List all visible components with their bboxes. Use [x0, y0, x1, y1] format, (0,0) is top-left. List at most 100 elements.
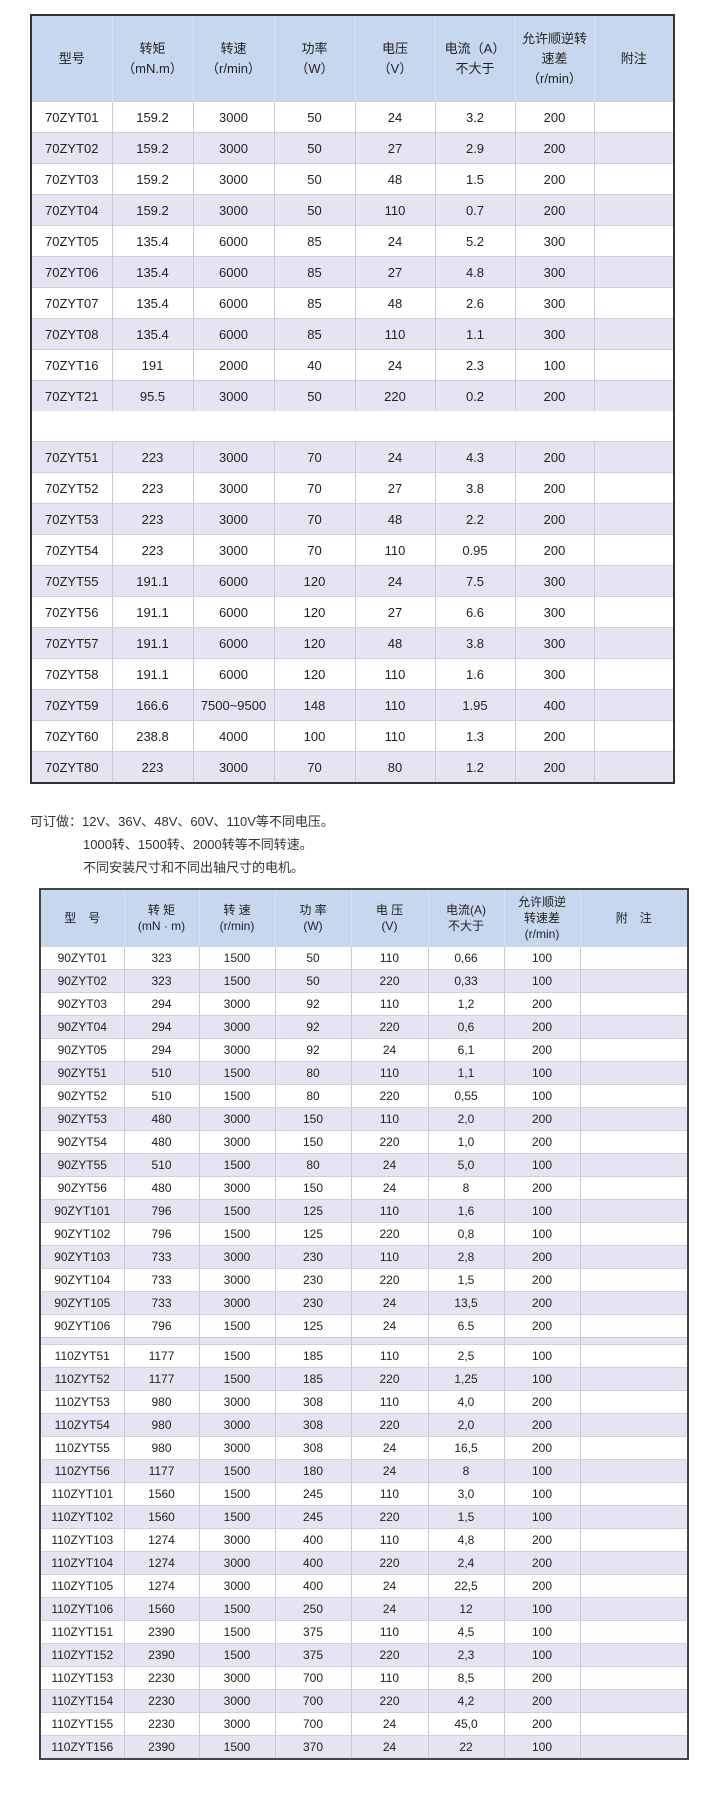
cell-remarks	[593, 194, 675, 226]
table-row: 110ZYT153 2230 3000 700 110 8,5 200	[39, 1666, 689, 1690]
cell-current: 4,5	[427, 1620, 505, 1644]
cell-current: 0.7	[434, 194, 516, 226]
cell-speed-difference: 200	[503, 1436, 581, 1460]
cell-model: 90ZYT03	[39, 992, 125, 1016]
cell-power: 125	[274, 1199, 352, 1223]
cell-model: 90ZYT102	[39, 1222, 125, 1246]
table-row: 110ZYT55 980 3000 308 24 16,5 200	[39, 1436, 689, 1460]
cell-voltage: 220	[350, 1015, 429, 1039]
cell-remarks	[579, 1061, 689, 1085]
cell-remarks	[579, 969, 689, 993]
cell-remarks	[593, 349, 675, 381]
cell-speed: 4000	[192, 720, 275, 752]
cell-torque: 733	[123, 1245, 200, 1269]
cell-power: 180	[274, 1459, 352, 1483]
cell-voltage: 110	[350, 1528, 429, 1552]
empty-cell	[350, 1337, 429, 1345]
cell-power: 400	[274, 1528, 352, 1552]
cell-speed-difference: 300	[514, 627, 595, 659]
cell-speed: 3000	[198, 1291, 276, 1315]
cell-power: 40	[273, 349, 356, 381]
cell-power: 50	[274, 969, 352, 993]
cell-voltage: 110	[350, 1344, 429, 1368]
cell-current: 4.3	[434, 441, 516, 473]
cell-speed-difference: 100	[503, 1084, 581, 1108]
cell-torque: 980	[123, 1436, 200, 1460]
cell-remarks	[593, 534, 675, 566]
cell-model: 70ZYT60	[30, 720, 113, 752]
cell-power: 375	[274, 1620, 352, 1644]
table-row: 90ZYT53 480 3000 150 110 2,0 200	[39, 1107, 689, 1131]
cell-model: 110ZYT154	[39, 1689, 125, 1713]
cell-speed: 6000	[192, 318, 275, 350]
cell-speed: 3000	[192, 472, 275, 504]
cell-voltage: 220	[354, 380, 436, 411]
cell-torque: 223	[111, 534, 194, 566]
cell-speed: 1500	[198, 946, 276, 970]
table-row: 70ZYT58 191.1 6000 120 110 1.6 300	[30, 658, 675, 690]
cell-torque: 796	[123, 1222, 200, 1246]
cell-power: 700	[274, 1712, 352, 1736]
cell-speed: 6000	[192, 658, 275, 690]
cell-speed-difference: 200	[514, 503, 595, 535]
cell-voltage: 110	[354, 720, 436, 752]
cell-remarks	[579, 1130, 689, 1154]
cell-remarks	[579, 1689, 689, 1713]
cell-current: 4,2	[427, 1689, 505, 1713]
cell-model: 70ZYT54	[30, 534, 113, 566]
cell-power: 85	[273, 287, 356, 319]
cell-voltage: 24	[350, 1291, 429, 1315]
cell-remarks	[579, 1597, 689, 1621]
cell-speed-difference: 100	[503, 1505, 581, 1529]
cell-current: 2,5	[427, 1344, 505, 1368]
cell-speed: 3000	[192, 101, 275, 133]
cell-speed-difference: 100	[503, 1459, 581, 1483]
cell-speed: 3000	[198, 1245, 276, 1269]
cell-power: 70	[273, 441, 356, 473]
cell-current: 4,0	[427, 1390, 505, 1414]
cell-current: 0,8	[427, 1222, 505, 1246]
cell-speed: 1500	[198, 1505, 276, 1529]
cell-torque: 135.4	[111, 225, 194, 257]
table-row: 90ZYT105 733 3000 230 24 13,5 200	[39, 1291, 689, 1315]
table-row: 90ZYT54 480 3000 150 220 1,0 200	[39, 1130, 689, 1154]
cell-current: 6.5	[427, 1314, 505, 1338]
table-row: 90ZYT55 510 1500 80 24 5,0 100	[39, 1153, 689, 1177]
column-header-speed: 转速 （r/min）	[192, 15, 275, 102]
cell-speed-difference: 200	[503, 1038, 581, 1062]
cell-power: 50	[273, 101, 356, 133]
table-row: 70ZYT56 191.1 6000 120 27 6.6 300	[30, 596, 675, 628]
cell-torque: 135.4	[111, 256, 194, 288]
cell-voltage: 110	[350, 992, 429, 1016]
cell-torque: 294	[123, 1038, 200, 1062]
table-row: 70ZYT16 191 2000 40 24 2.3 100	[30, 349, 675, 381]
note-line: 1000转、1500转、2000转等不同转速。	[83, 837, 313, 852]
cell-torque: 1560	[123, 1505, 200, 1529]
cell-speed-difference: 300	[514, 565, 595, 597]
cell-torque: 2390	[123, 1620, 200, 1644]
cell-speed: 3000	[198, 1130, 276, 1154]
cell-speed-difference: 200	[503, 1314, 581, 1338]
cell-model: 70ZYT21	[30, 380, 113, 411]
note-line: 不同安装尺寸和不同出轴尺寸的电机。	[83, 860, 305, 875]
cell-power: 120	[273, 596, 356, 628]
cell-speed: 6000	[192, 627, 275, 659]
cell-torque: 294	[123, 992, 200, 1016]
cell-torque: 294	[123, 1015, 200, 1039]
cell-power: 245	[274, 1482, 352, 1506]
cell-model: 70ZYT52	[30, 472, 113, 504]
table-row: 90ZYT101 796 1500 125 110 1,6 100	[39, 1199, 689, 1223]
cell-voltage: 24	[350, 1038, 429, 1062]
cell-torque: 1274	[123, 1574, 200, 1598]
cell-model: 90ZYT53	[39, 1107, 125, 1131]
cell-voltage: 110	[350, 1390, 429, 1414]
cell-current: 8,5	[427, 1666, 505, 1690]
cell-model: 110ZYT53	[39, 1390, 125, 1414]
cell-current: 2,4	[427, 1551, 505, 1575]
cell-voltage: 24	[350, 1436, 429, 1460]
cell-remarks	[593, 751, 675, 783]
table-row: 110ZYT154 2230 3000 700 220 4,2 200	[39, 1689, 689, 1713]
table-row: 70ZYT80 223 3000 70 80 1.2 200	[30, 751, 675, 783]
motor-spec-table-70-series: 型号 转矩 （mN.m） 转速 （r/min） 功率 （W） 电压 （V） 电流（A） 不…	[30, 14, 675, 784]
cell-power: 370	[274, 1735, 352, 1759]
